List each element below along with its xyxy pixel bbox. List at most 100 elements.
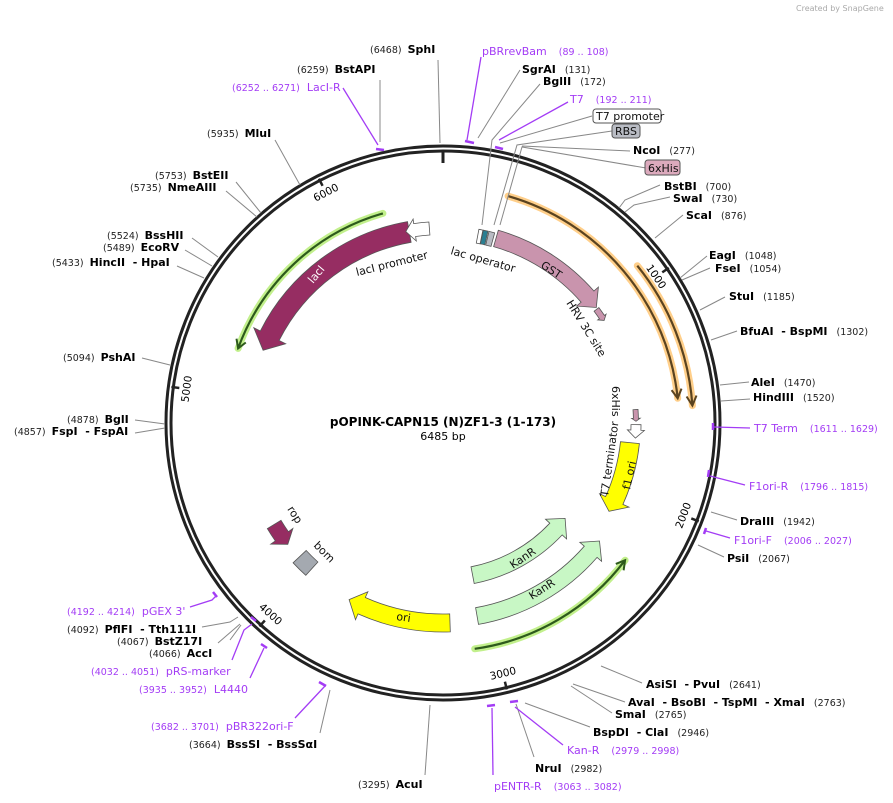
site-label-acci[interactable]: (4066) AccI xyxy=(149,647,212,660)
rop-label[interactable]: rop xyxy=(284,504,305,526)
site-label-avai[interactable]: AvaI - BsoBI - TspMI - XmaI (2763) xyxy=(628,696,846,709)
site-label-bstapi[interactable]: (6259) BstAPI xyxy=(297,63,375,76)
rbs-box xyxy=(611,123,641,139)
feature-boxes: T7 promoter RBS 6xHis xyxy=(592,108,681,176)
backbone-outer xyxy=(164,144,722,702)
lac-operator-teal-box xyxy=(479,229,489,246)
site-label-asisi[interactable]: AsiSI - PvuI (2641) xyxy=(646,678,761,691)
gst-arrow xyxy=(493,229,599,308)
primer-label-kan-r[interactable]: Kan-R (2979 .. 2998) xyxy=(567,744,679,757)
site-label-eagi[interactable]: EagI (1048) xyxy=(709,249,777,262)
snapgene-watermark: Created by SnapGene xyxy=(796,4,884,13)
primer-lines xyxy=(189,56,751,776)
site-labels: (6468) SphI (6259) BstAPI (5935) MluI (5753… xyxy=(14,43,868,791)
rbs-feature-box xyxy=(485,230,496,247)
site-label-scai[interactable]: ScaI (876) xyxy=(686,209,747,222)
site-label-alei[interactable]: AleI (1470) xyxy=(751,376,815,389)
primer-label-f1ori-r[interactable]: F1ori-R (1796 .. 1815) xyxy=(749,480,868,493)
tick-mark-2000 xyxy=(690,517,700,523)
site-label-pshai[interactable]: (5094) PshAI xyxy=(63,351,135,364)
6xhis-feature-label[interactable]: 6xHis xyxy=(609,386,622,417)
site-label-fspi[interactable]: (4857) FspI - FspAI xyxy=(14,425,128,438)
site-label-pflfi[interactable]: (4092) PflFI - Tth111I xyxy=(67,623,196,636)
t7-terminator-arrow xyxy=(626,424,646,439)
tick-label-6000: 6000 xyxy=(312,182,341,205)
ori-label[interactable]: ori xyxy=(396,610,412,625)
plasmid-title: pOPINK-CAPN15 (N)ZF1-3 (1-173) xyxy=(330,415,556,429)
site-label-bfuai[interactable]: BfuAI - BspMI (1302) xyxy=(740,325,868,338)
site-label-ncoi[interactable]: NcoI (277) xyxy=(633,144,695,157)
laci-orf-arrow xyxy=(237,212,384,349)
site-label-bstbi[interactable]: BstBI (700) xyxy=(664,180,731,193)
primer-label-pbr322ori-f[interactable]: (3682 .. 3701) pBR322ori-F xyxy=(151,720,294,733)
orf-arrow-2-head xyxy=(685,395,698,408)
6xhis-label[interactable]: 6xHis xyxy=(648,162,679,175)
f1-ori-arrow xyxy=(598,441,640,512)
primer-label-prs-marker[interactable]: (4032 .. 4051) pRS-marker xyxy=(91,665,231,678)
kanr-arrow-1 xyxy=(470,517,568,584)
6xhis-arrow xyxy=(630,408,642,422)
ori-arrow xyxy=(348,590,451,633)
site-label-ecorv[interactable]: (5489) EcoRV xyxy=(103,241,180,254)
rbs-label[interactable]: RBS xyxy=(615,125,637,138)
site-label-smai[interactable]: SmaI (2765) xyxy=(615,708,687,721)
orf-arrow-1-head xyxy=(670,388,683,401)
site-label-bsshii[interactable]: (5524) BssHII xyxy=(107,229,183,242)
rop-arrow xyxy=(266,519,294,545)
site-label-psii[interactable]: PsiI (2067) xyxy=(727,552,790,565)
tick-label-2000: 2000 xyxy=(673,501,694,530)
kanr-orf-arrow-head xyxy=(615,558,627,571)
site-label-bglii[interactable]: BglII (172) xyxy=(543,75,606,88)
site-label-sgrai[interactable]: SgrAI (131) xyxy=(522,63,590,76)
6xhis-box xyxy=(644,159,681,176)
site-label-swai[interactable]: SwaI (730) xyxy=(673,192,737,205)
tick-mark-3000 xyxy=(503,681,509,690)
t7-promoter-label[interactable]: T7 promoter xyxy=(595,110,665,123)
primer-label-f1ori-f[interactable]: F1ori-F (2006 .. 2027) xyxy=(734,534,852,547)
primer-label-laci-r[interactable]: (6252 .. 6271) LacI-R xyxy=(232,81,341,94)
site-label-acui[interactable]: (3295) AcuI xyxy=(358,778,423,791)
kanr-arrow-2 xyxy=(475,540,603,625)
primer-label-pbrrevbam[interactable]: pBRrevBam (89 .. 108) xyxy=(482,45,608,58)
primer-label-t7[interactable]: T7 (192 .. 211) xyxy=(569,93,651,106)
primer-label-pentr-r[interactable]: pENTR-R (3063 .. 3082) xyxy=(494,780,622,793)
site-label-bsssi[interactable]: (3664) BssSI - BssSαI xyxy=(189,738,317,751)
site-label-hindiii[interactable]: HindIII (1520) xyxy=(753,391,835,404)
feature-layer xyxy=(234,192,698,653)
site-label-fsei[interactable]: FseI (1054) xyxy=(715,262,781,275)
site-label-bsteii[interactable]: (5753) BstEII xyxy=(155,169,228,182)
primer-label-l4440[interactable]: (3935 .. 3952) L4440 xyxy=(139,683,248,696)
laci-arrow xyxy=(253,221,412,351)
primer-label-pgex3[interactable]: (4192 .. 4214) pGEX 3' xyxy=(67,605,185,618)
laci-promoter-arrow xyxy=(405,217,431,243)
site-label-nrui[interactable]: NruI (2982) xyxy=(535,762,602,775)
t7-promoter-box xyxy=(592,108,662,124)
leader-lines xyxy=(134,59,751,776)
site-label-draiii[interactable]: DraIII (1942) xyxy=(740,515,815,528)
orf-arrow-1 xyxy=(507,195,679,399)
tick-label-3000: 3000 xyxy=(489,665,518,683)
site-label-mlui[interactable]: (5935) MluI xyxy=(207,127,271,140)
site-label-nmeaiii[interactable]: (5735) NmeAIII xyxy=(130,181,217,194)
primer-labels: pBRrevBam (89 .. 108) T7 (192 .. 211) T7 T… xyxy=(67,45,878,793)
kanr-orf-arrow xyxy=(474,559,626,650)
plasmid-length: 6485 bp xyxy=(420,430,465,443)
site-label-stui[interactable]: StuI (1185) xyxy=(729,290,795,303)
bom-box xyxy=(292,549,319,576)
tick-mark-4000 xyxy=(258,619,266,628)
f1-ori-label[interactable]: f1 ori xyxy=(620,460,639,491)
laci-orf-arrow-head xyxy=(235,338,247,351)
site-label-bgli[interactable]: (4878) BglI xyxy=(67,413,129,426)
site-label-sphi[interactable]: (6468) SphI xyxy=(370,43,435,56)
tick-mark-6000 xyxy=(317,178,324,187)
site-label-bspdi[interactable]: BspDI - ClaI (2946) xyxy=(593,726,709,739)
site-label-hincii[interactable]: (5433) HincII - HpaI xyxy=(52,256,170,269)
hrv-3c-site-arrow xyxy=(593,307,607,321)
site-label-bstz17i[interactable]: (4067) BstZ17I xyxy=(117,635,202,648)
primer-label-t7-term[interactable]: T7 Term (1611 .. 1629) xyxy=(753,422,878,435)
tick-label-5000: 5000 xyxy=(179,375,194,403)
orf-arrow-2 xyxy=(636,265,694,406)
tick-mark-5000 xyxy=(171,385,180,390)
